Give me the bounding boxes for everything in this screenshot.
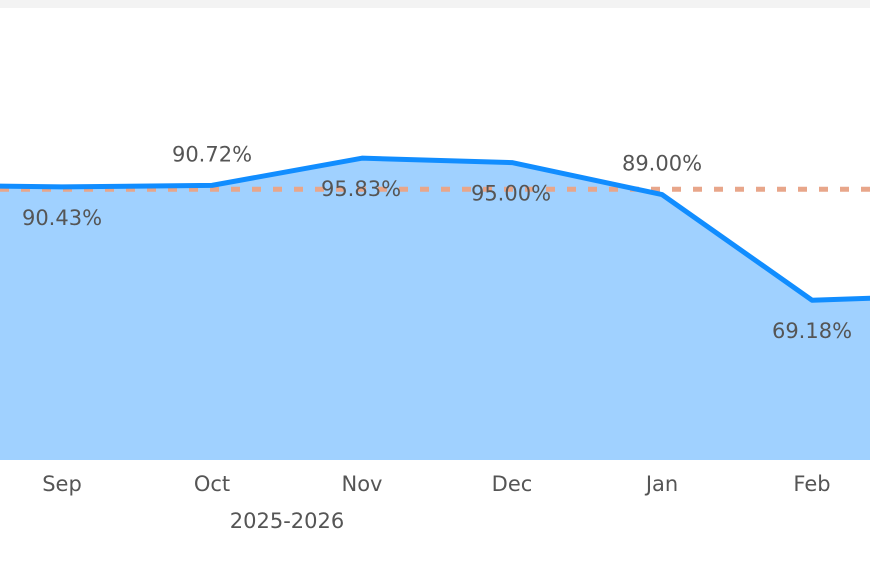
data-label: 95.83% <box>321 177 401 201</box>
area-line <box>0 155 870 303</box>
x-tick-label: Jan <box>644 472 678 496</box>
area-fill <box>0 158 870 460</box>
data-label: 69.18% <box>772 319 852 343</box>
x-tick-label: Oct <box>194 472 230 496</box>
data-label: 89.00% <box>622 152 702 176</box>
data-label: 90.43% <box>22 206 102 230</box>
x-tick-label: Sep <box>42 472 82 496</box>
x-axis-title: 2025-2026 <box>230 509 344 533</box>
x-tick-label: Feb <box>793 472 830 496</box>
top-strip <box>0 0 870 8</box>
x-tick-label: Nov <box>342 472 383 496</box>
data-label: 90.72% <box>172 142 252 166</box>
x-tick-label: Dec <box>492 472 533 496</box>
data-label: 95.00% <box>471 182 551 206</box>
